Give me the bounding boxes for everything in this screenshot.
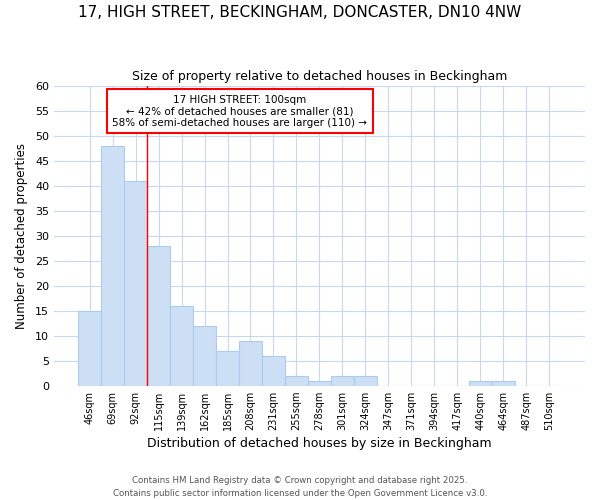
- Bar: [308, 380, 331, 386]
- Bar: [193, 326, 216, 386]
- Bar: [239, 340, 262, 386]
- Bar: [147, 246, 170, 386]
- Y-axis label: Number of detached properties: Number of detached properties: [15, 142, 28, 328]
- Bar: [170, 306, 193, 386]
- Bar: [216, 350, 239, 386]
- Text: 17 HIGH STREET: 100sqm
← 42% of detached houses are smaller (81)
58% of semi-det: 17 HIGH STREET: 100sqm ← 42% of detached…: [112, 94, 367, 128]
- Bar: [262, 356, 285, 386]
- X-axis label: Distribution of detached houses by size in Beckingham: Distribution of detached houses by size …: [147, 437, 492, 450]
- Bar: [78, 310, 101, 386]
- Text: Contains HM Land Registry data © Crown copyright and database right 2025.
Contai: Contains HM Land Registry data © Crown c…: [113, 476, 487, 498]
- Title: Size of property relative to detached houses in Beckingham: Size of property relative to detached ho…: [132, 70, 507, 83]
- Bar: [331, 376, 354, 386]
- Bar: [469, 380, 492, 386]
- Bar: [101, 146, 124, 386]
- Bar: [285, 376, 308, 386]
- Bar: [124, 180, 147, 386]
- Text: 17, HIGH STREET, BECKINGHAM, DONCASTER, DN10 4NW: 17, HIGH STREET, BECKINGHAM, DONCASTER, …: [79, 5, 521, 20]
- Bar: [354, 376, 377, 386]
- Bar: [492, 380, 515, 386]
